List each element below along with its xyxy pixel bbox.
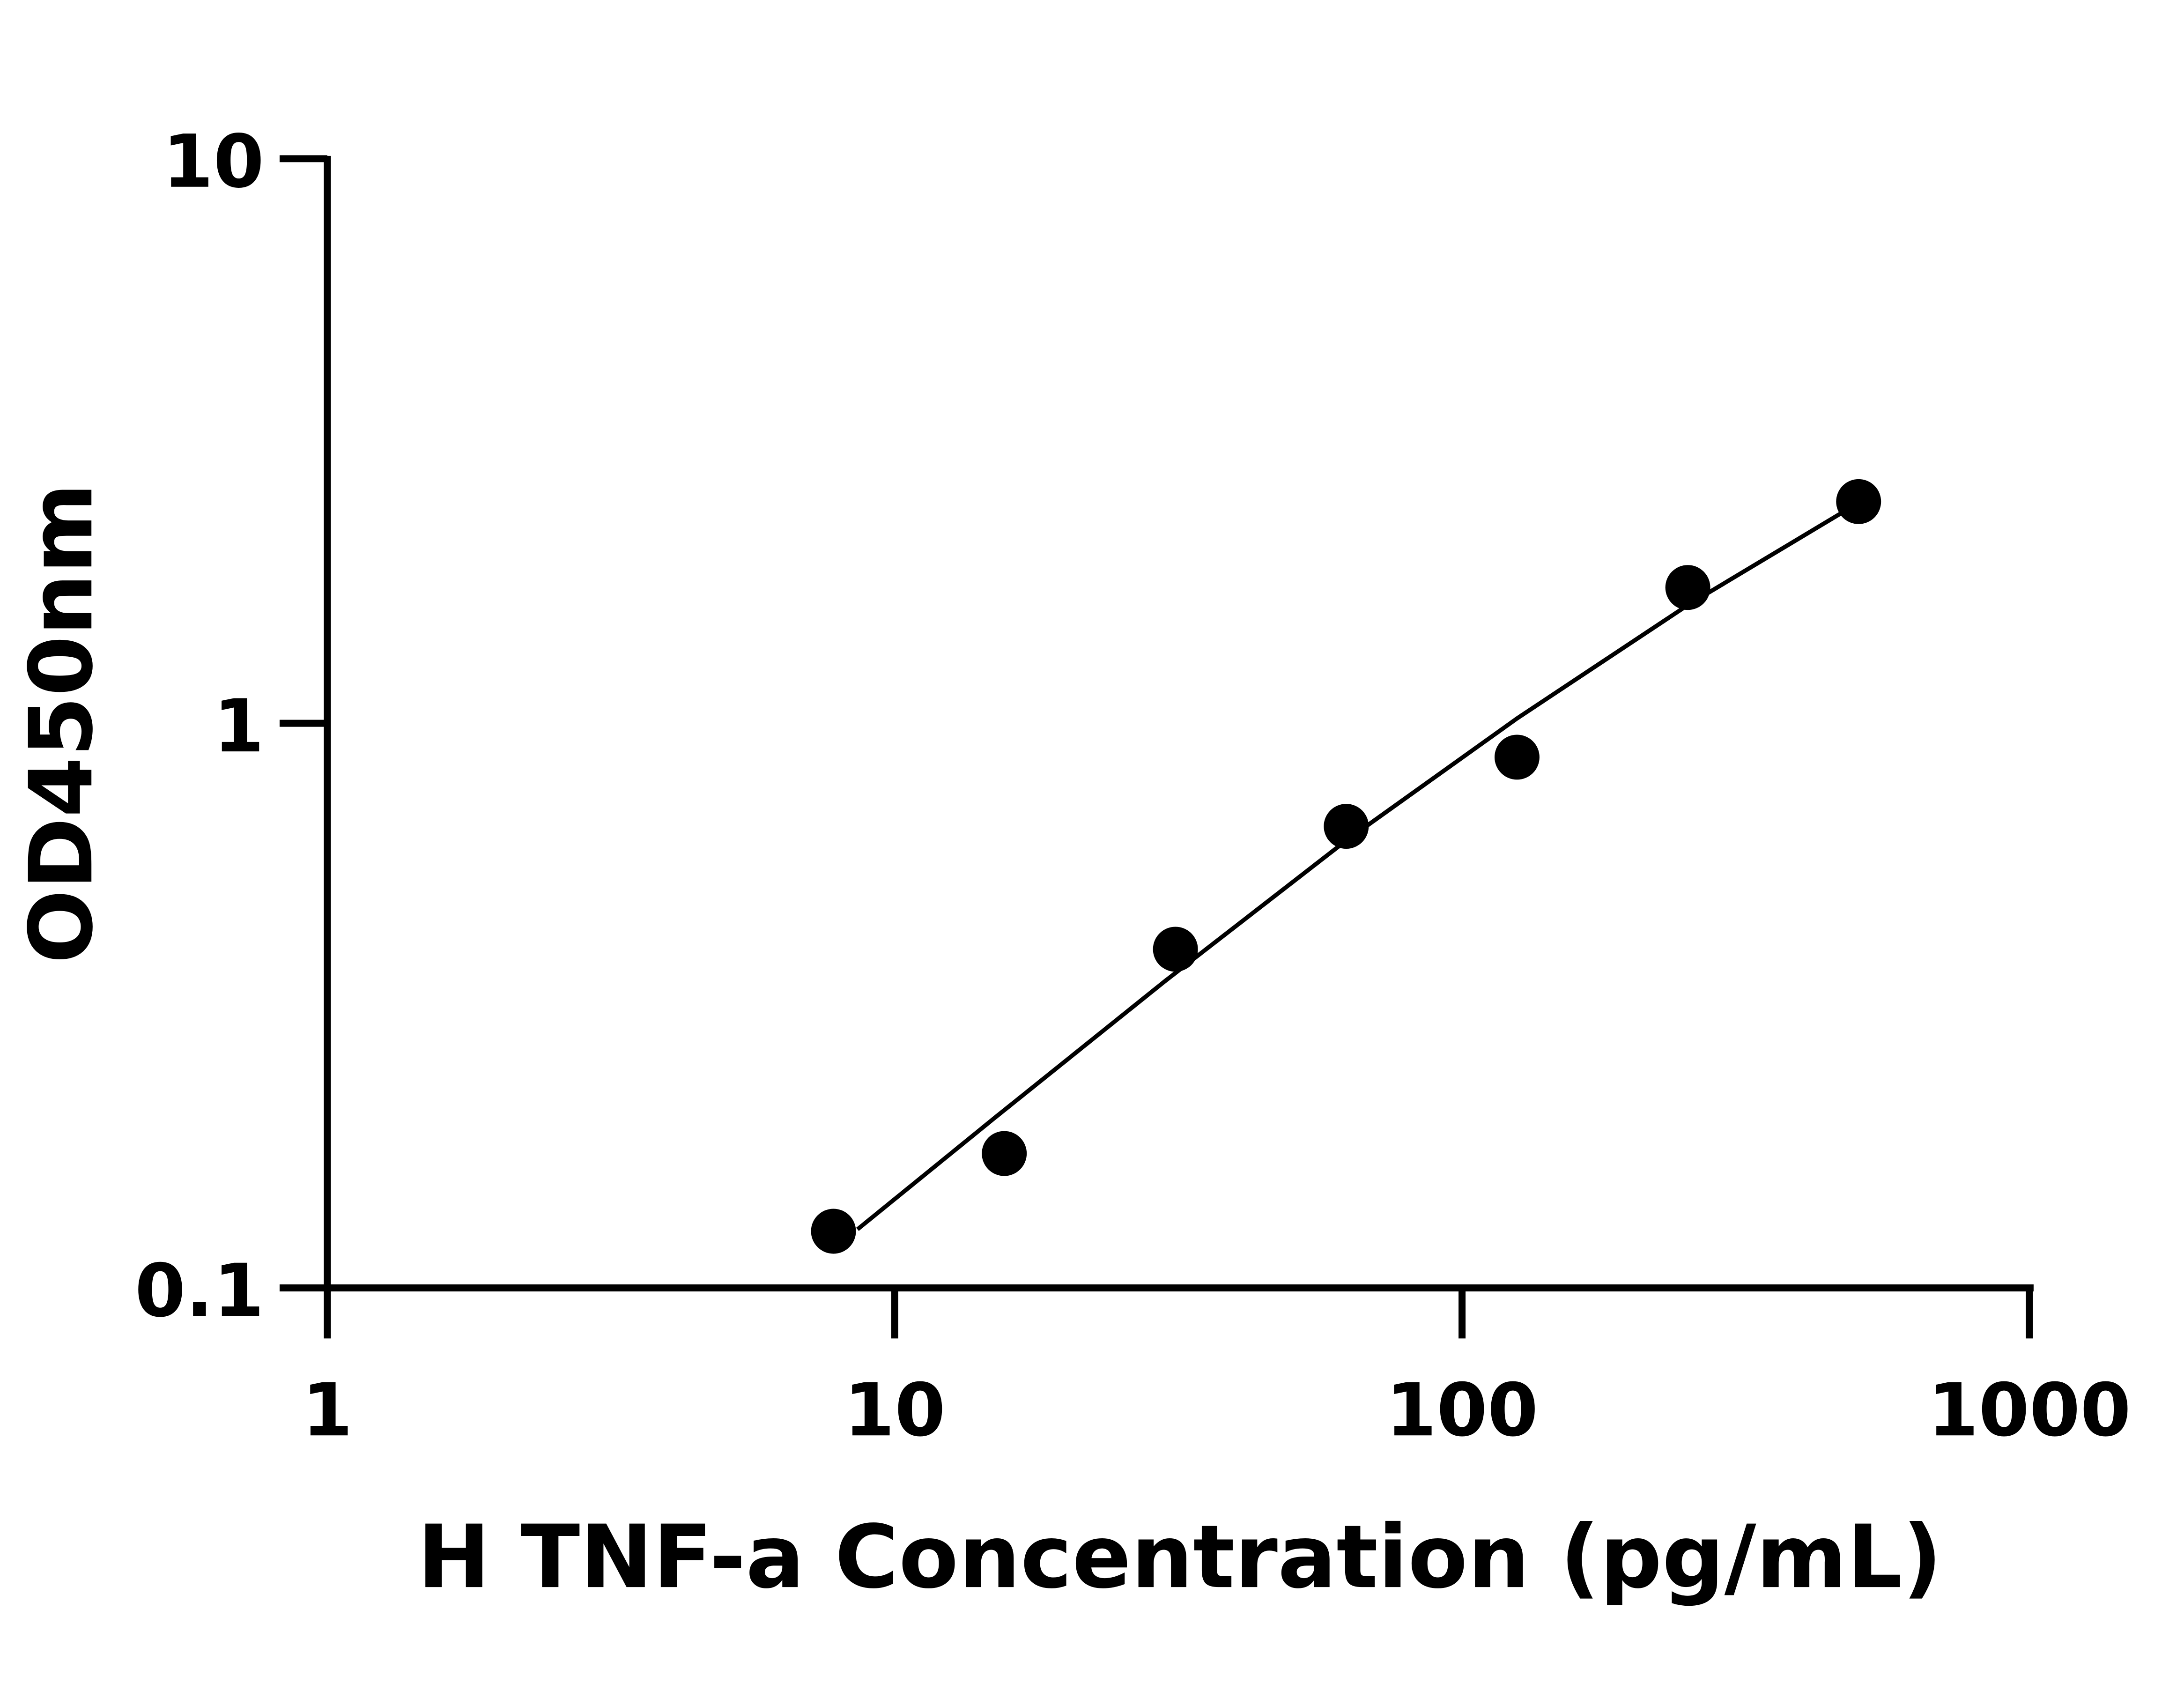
y-axis-label: OD450nm — [10, 483, 112, 964]
data-point — [982, 1131, 1027, 1176]
axes — [324, 156, 2034, 1292]
x-axis-label: H TNF-a Concentration (pg/mL) — [417, 1506, 1942, 1608]
data-point — [1153, 927, 1198, 972]
x-tick-label: 100 — [1386, 1367, 1538, 1453]
data-point — [1494, 734, 1540, 780]
y-tick-label: 0.1 — [135, 1248, 264, 1333]
data-point — [1665, 565, 1710, 610]
fit-curve — [856, 512, 1842, 1231]
x-tick-label: 1000 — [1928, 1367, 2131, 1453]
data-point — [1324, 804, 1369, 849]
y-tick-label: 10 — [163, 119, 264, 204]
x-tick-label: 10 — [844, 1367, 946, 1453]
y-tick-label: 1 — [213, 683, 264, 769]
x-tick-label: 1 — [302, 1367, 353, 1453]
data-point — [811, 1209, 856, 1254]
data-point — [1836, 479, 1881, 524]
